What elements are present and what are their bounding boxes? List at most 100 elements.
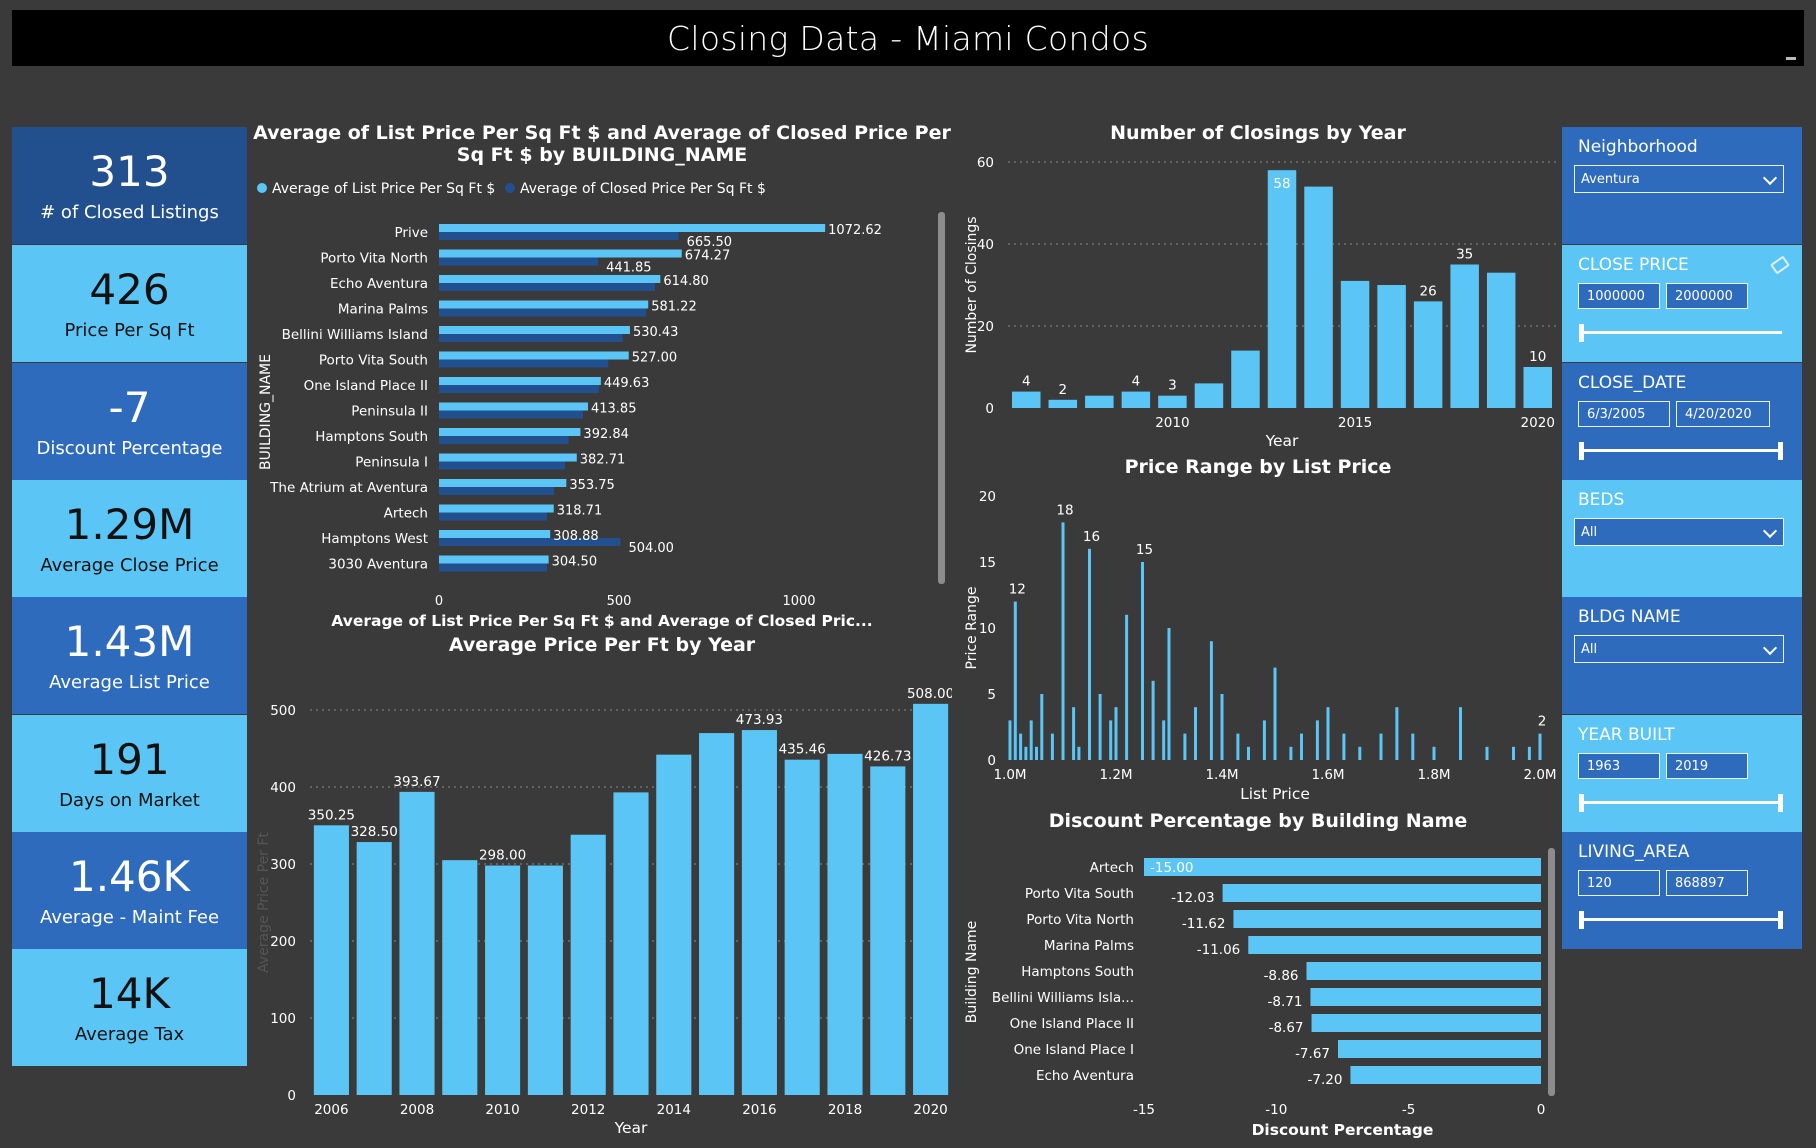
report-header: Closing Data - Miami Condos <box>12 10 1804 66</box>
close-date-slider-min-handle[interactable] <box>1579 442 1584 460</box>
chevron-down-icon <box>1762 523 1778 539</box>
bar <box>1538 733 1542 760</box>
filter-neighborhood: Neighborhood Aventura <box>1562 127 1802 244</box>
bar <box>1013 601 1017 760</box>
data-label: 4 <box>1022 374 1031 390</box>
data-label-list: 353.75 <box>569 478 615 493</box>
bar <box>827 753 863 1095</box>
close-price-slider-track[interactable] <box>1580 331 1782 334</box>
x-tick-label: 1.0M <box>993 767 1026 783</box>
living-area-slider-track[interactable] <box>1580 918 1782 921</box>
x-tick-label: 2014 <box>657 1102 691 1118</box>
x-tick-label: 2020 <box>913 1102 947 1118</box>
bar-closed-price <box>439 512 547 521</box>
category-label: Marina Palms <box>338 302 428 318</box>
x-tick-label: 0 <box>435 594 443 609</box>
filter-label: CLOSE PRICE <box>1578 255 1689 275</box>
kpi-value: 1.29M <box>64 500 195 549</box>
neighborhood-dropdown[interactable]: Aventura <box>1574 165 1784 193</box>
minimize-icon[interactable] <box>1786 57 1796 60</box>
bar <box>1248 936 1541 954</box>
bar <box>1310 988 1541 1006</box>
x-tick-label: 1000 <box>782 594 815 609</box>
bar <box>1233 910 1541 928</box>
data-label-list: 581.22 <box>651 300 697 315</box>
bldg-name-dropdown[interactable]: All <box>1574 635 1784 663</box>
bar <box>1350 1066 1541 1084</box>
living-area-min-input[interactable]: 120 <box>1578 870 1660 896</box>
y-axis-label: Average Price Per Ft <box>256 832 272 973</box>
bar <box>613 792 649 1095</box>
close-price-slider-min-handle[interactable] <box>1579 324 1584 342</box>
year-built-slider-min-handle[interactable] <box>1579 794 1584 812</box>
bar-list-price <box>439 300 649 309</box>
y-tick-label: 10 <box>979 621 996 637</box>
filter-close-price: CLOSE PRICE 1000000 2000000 <box>1562 245 1802 362</box>
bar <box>741 730 777 1095</box>
y-axis-label: BUILDING_NAME <box>258 354 274 470</box>
y-tick-label: 100 <box>270 1011 296 1027</box>
y-tick-label: 0 <box>985 401 994 417</box>
living-area-slider-max-handle[interactable] <box>1778 911 1783 929</box>
close-date-end-input[interactable]: 4/20/2020 <box>1676 401 1770 427</box>
kpi-value: 14K <box>89 969 170 1018</box>
year-built-min-input[interactable]: 1963 <box>1578 753 1660 779</box>
category-label: Hamptons South <box>1021 964 1134 980</box>
beds-dropdown[interactable]: All <box>1574 518 1784 546</box>
close-date-slider-max-handle[interactable] <box>1778 442 1783 460</box>
bar-closed-price <box>439 257 599 266</box>
kpi-value: 191 <box>89 735 170 784</box>
y-axis-label: Price Range <box>964 587 980 670</box>
kpi-label: Average Tax <box>74 1024 185 1045</box>
data-label: 10 <box>1529 349 1546 365</box>
x-tick-label: -5 <box>1402 1102 1415 1118</box>
bar <box>1304 186 1333 408</box>
x-tick-label: 2018 <box>828 1102 862 1118</box>
living-area-max-input[interactable]: 868897 <box>1666 870 1748 896</box>
bar <box>1306 962 1541 980</box>
y-tick-label: 200 <box>270 934 296 950</box>
kpi-value: 1.46K <box>68 852 191 901</box>
data-label: 4 <box>1132 374 1141 390</box>
price-per-ft-year-chart: 0 100 200 300 400 500 350.25 2006 328.50 393.67 20… <box>256 686 952 1137</box>
list-vs-closed-scrollbar[interactable] <box>938 212 945 584</box>
bar <box>527 865 563 1095</box>
data-label-closed: 665.50 <box>687 235 733 250</box>
kpi-maint-fee: 1.46K Average - Maint Fee <box>12 832 247 949</box>
data-label-list: 382.71 <box>580 453 626 468</box>
data-label: -8.67 <box>1269 1020 1304 1036</box>
filter-label: LIVING_AREA <box>1578 842 1690 862</box>
close-price-max-input[interactable]: 2000000 <box>1666 283 1748 309</box>
bar <box>1024 746 1028 760</box>
legend-marker-closed <box>505 183 515 193</box>
living-area-slider-min-handle[interactable] <box>1579 911 1584 929</box>
year-built-slider-track[interactable] <box>1580 801 1782 804</box>
bar-closed-price <box>439 538 621 546</box>
y-tick-label: 15 <box>979 555 996 571</box>
data-label-closed: 441.85 <box>606 261 652 276</box>
data-label: -12.03 <box>1171 890 1215 906</box>
category-label: The Atrium at Aventura <box>269 480 428 496</box>
kpi-days-on-market: 191 Days on Market <box>12 715 247 832</box>
bar <box>1432 746 1436 760</box>
data-label-list: 614.80 <box>663 274 709 289</box>
data-label: 298.00 <box>479 848 526 864</box>
kpi-average-list-price: 1.43M Average List Price <box>12 597 247 714</box>
bar <box>1222 884 1541 902</box>
close-date-start-input[interactable]: 6/3/2005 <box>1578 401 1670 427</box>
bar <box>699 733 735 1095</box>
data-label-list: 674.27 <box>685 249 731 264</box>
data-label: -8.71 <box>1268 994 1303 1010</box>
year-built-slider-max-handle[interactable] <box>1778 794 1783 812</box>
bar-list-price <box>439 530 551 538</box>
discount-chart-scrollbar[interactable] <box>1548 848 1555 1096</box>
year-built-max-input[interactable]: 2019 <box>1666 753 1748 779</box>
x-axis-label: Year <box>614 1119 648 1137</box>
bar <box>1209 641 1213 760</box>
bar <box>1220 694 1224 760</box>
close-price-min-input[interactable]: 1000000 <box>1578 283 1660 309</box>
close-date-slider-track[interactable] <box>1580 449 1782 452</box>
bar <box>1144 858 1541 876</box>
eraser-icon[interactable] <box>1770 255 1790 275</box>
bar <box>1338 1040 1541 1058</box>
